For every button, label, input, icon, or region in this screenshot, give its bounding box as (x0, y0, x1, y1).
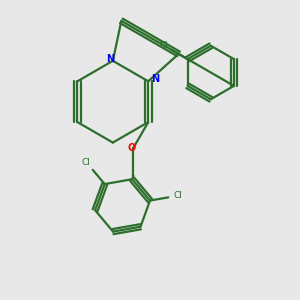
Text: N: N (151, 74, 159, 84)
Text: O: O (128, 143, 136, 153)
Text: Cl: Cl (82, 158, 91, 167)
Text: Cl: Cl (159, 41, 168, 50)
Text: Cl: Cl (174, 191, 183, 200)
Text: N: N (106, 54, 114, 64)
